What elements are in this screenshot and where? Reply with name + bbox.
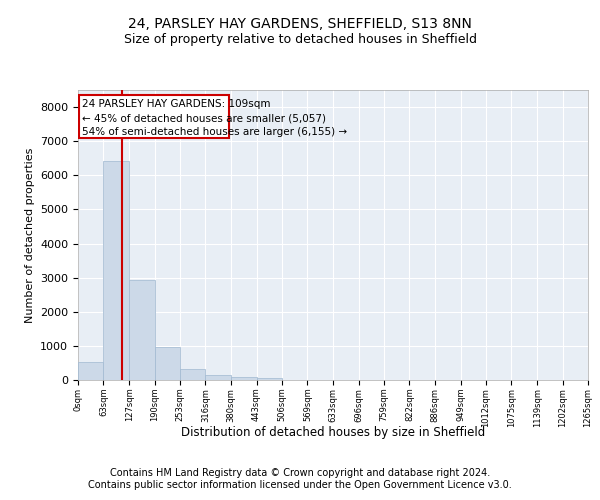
Bar xyxy=(103,160,129,380)
Bar xyxy=(79,95,229,138)
Bar xyxy=(231,376,257,380)
Text: Distribution of detached houses by size in Sheffield: Distribution of detached houses by size … xyxy=(181,426,485,439)
Text: 24 PARSLEY HAY GARDENS: 109sqm: 24 PARSLEY HAY GARDENS: 109sqm xyxy=(82,98,271,108)
Bar xyxy=(129,280,155,380)
Bar xyxy=(257,378,282,380)
Text: Contains HM Land Registry data © Crown copyright and database right 2024.: Contains HM Land Registry data © Crown c… xyxy=(110,468,490,477)
Bar xyxy=(205,375,231,380)
Bar xyxy=(155,346,180,380)
Text: 54% of semi-detached houses are larger (6,155) →: 54% of semi-detached houses are larger (… xyxy=(82,126,347,136)
Text: Size of property relative to detached houses in Sheffield: Size of property relative to detached ho… xyxy=(124,32,476,46)
Bar xyxy=(78,362,103,380)
Bar xyxy=(180,368,205,380)
Text: ← 45% of detached houses are smaller (5,057): ← 45% of detached houses are smaller (5,… xyxy=(82,114,326,124)
Text: Contains public sector information licensed under the Open Government Licence v3: Contains public sector information licen… xyxy=(88,480,512,490)
Y-axis label: Number of detached properties: Number of detached properties xyxy=(25,148,35,322)
Text: 24, PARSLEY HAY GARDENS, SHEFFIELD, S13 8NN: 24, PARSLEY HAY GARDENS, SHEFFIELD, S13 … xyxy=(128,18,472,32)
